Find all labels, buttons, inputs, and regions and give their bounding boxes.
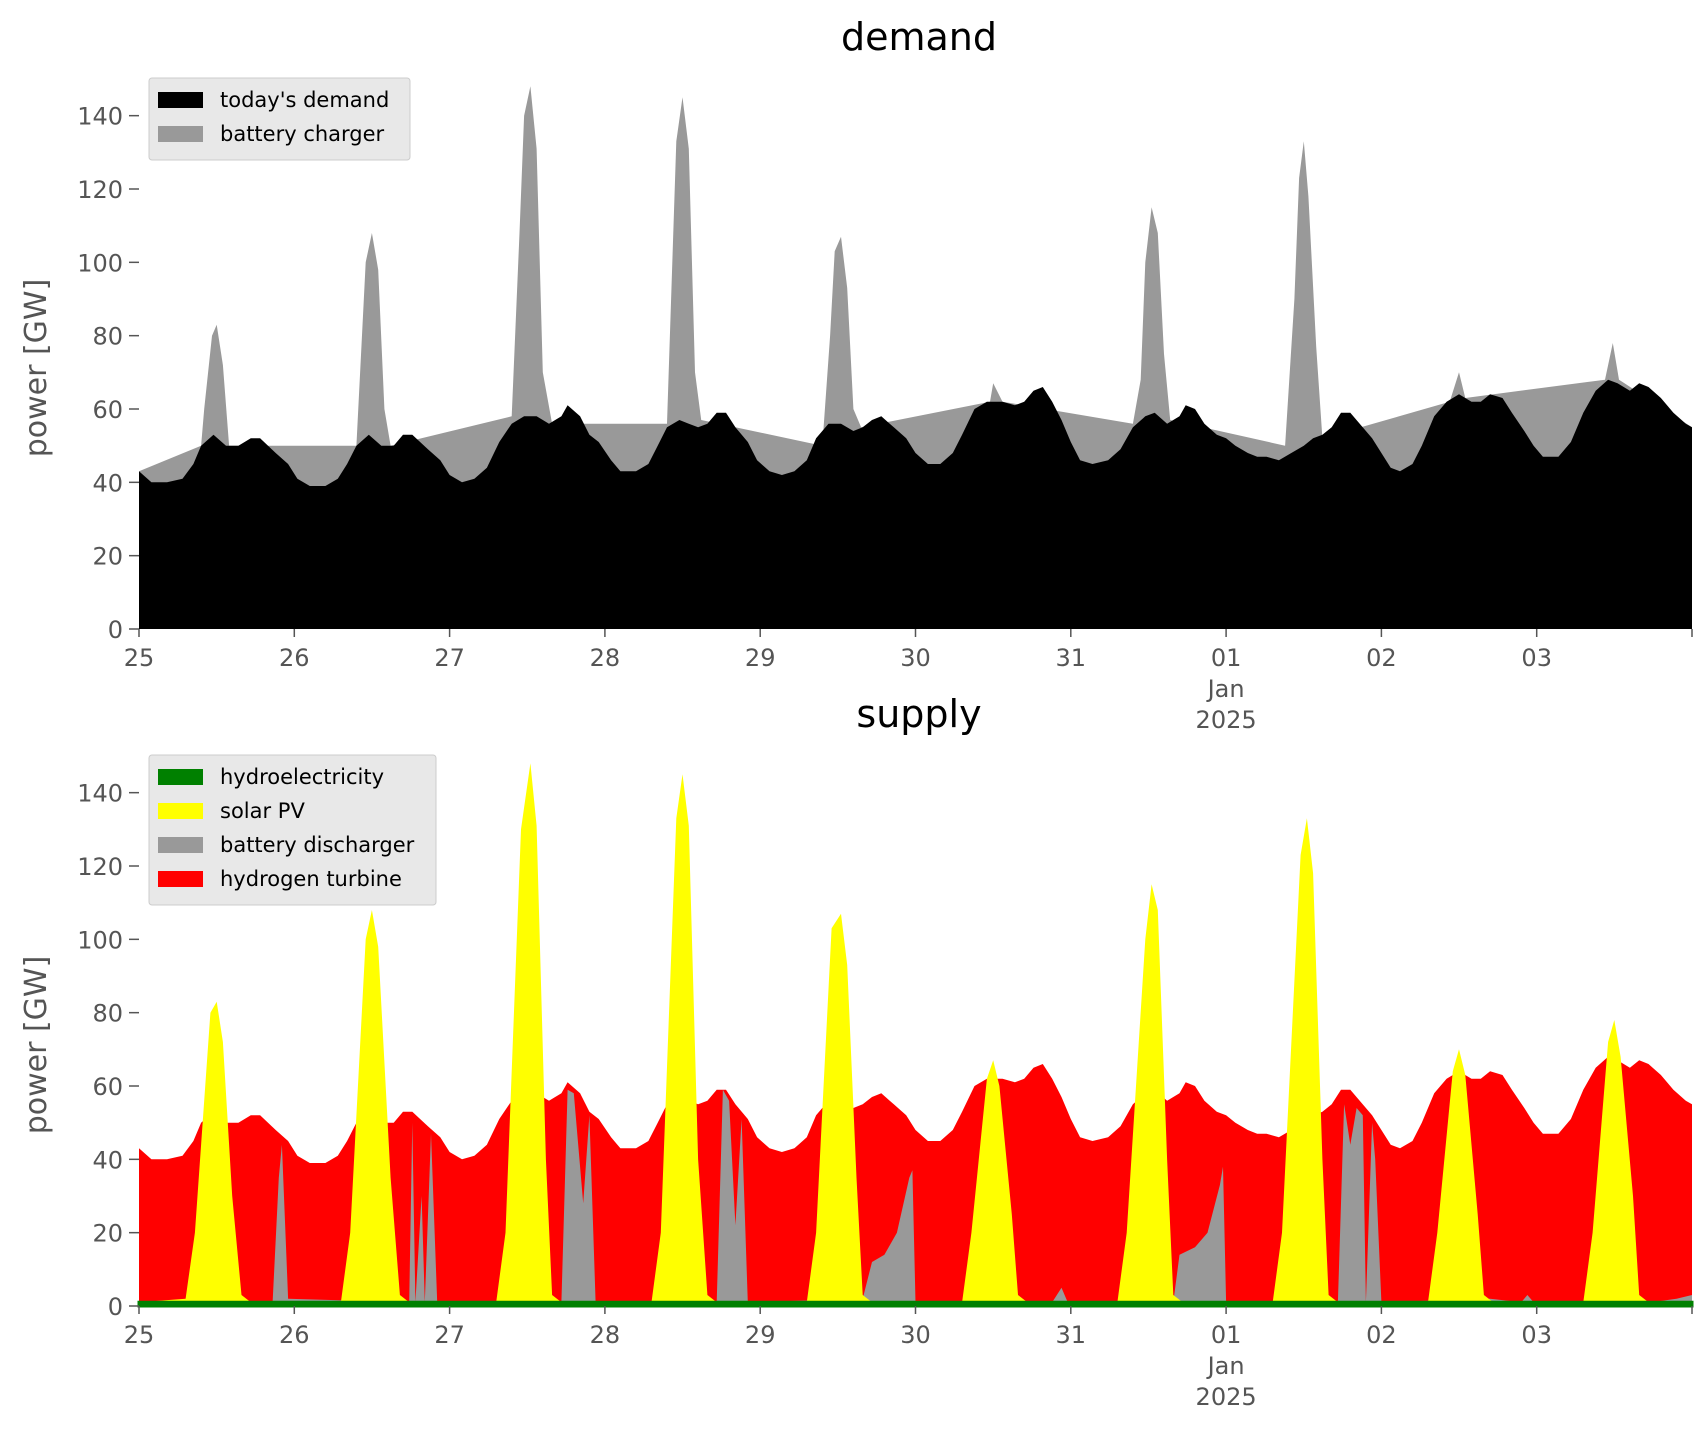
supply-series-layer — [137, 763, 1694, 1308]
demand-legend-box — [148, 77, 411, 161]
demand-legend-swatch-today-s-demand — [158, 92, 203, 108]
demand-ytick-label: 100 — [77, 249, 123, 277]
supply-xtick-label: 30 — [900, 1321, 931, 1349]
demand-xtick-label: 01 — [1211, 644, 1242, 672]
demand-legend-swatch-battery-charger — [158, 126, 203, 142]
demand-legend-label-today-s-demand: today's demand — [220, 88, 389, 112]
demand-xtick-label: 25 — [124, 644, 155, 672]
supply-series-hydroelectricity — [137, 1300, 1694, 1308]
supply-legend-label-solar-pv: solar PV — [220, 799, 305, 823]
supply-ytick-label: 20 — [92, 1220, 123, 1248]
supply-legend-label-battery-discharger: battery discharger — [220, 833, 415, 857]
supply-xtick-label: 03 — [1521, 1321, 1552, 1349]
supply-legend-swatch-solar-pv — [158, 803, 203, 819]
supply-series-solar-pv — [139, 763, 1692, 1306]
demand-xtick-label: 29 — [745, 644, 776, 672]
demand-xtick-label: 26 — [279, 644, 310, 672]
demand-ytick-label: 80 — [92, 323, 123, 351]
supply-legend-swatch-hydroelectricity — [158, 769, 203, 785]
demand-legend-label-battery-charger: battery charger — [220, 122, 385, 146]
demand-title: demand — [841, 15, 997, 59]
supply-ytick-label: 60 — [92, 1073, 123, 1101]
demand-y-axis-label: power [GW] — [19, 279, 54, 458]
demand-xtick-sublabel: Jan — [1206, 675, 1245, 703]
demand-series-today-s-demand — [139, 379, 1692, 629]
supply-ytick-label: 140 — [77, 780, 123, 808]
demand-xtick-label: 30 — [900, 644, 931, 672]
supply-xtick-label: 25 — [124, 1321, 155, 1349]
demand-ytick-label: 60 — [92, 396, 123, 424]
demand-xtick-label: 03 — [1521, 644, 1552, 672]
supply-legend-box — [148, 754, 437, 906]
demand-axes: 0 20 40 60 80 100 120 140 25 26 27 28 29 30 31 01 02 03 Ja… — [77, 103, 1693, 734]
supply-xtick-label: 31 — [1056, 1321, 1087, 1349]
demand-ytick-label: 40 — [92, 469, 123, 497]
supply-xtick-label: 01 — [1211, 1321, 1242, 1349]
demand-xtick-label: 28 — [590, 644, 621, 672]
demand-ytick-label: 140 — [77, 103, 123, 131]
supply-xtick-sublabel: 2025 — [1196, 1383, 1257, 1411]
supply-xtick-label: 28 — [590, 1321, 621, 1349]
supply-title: supply — [856, 692, 981, 736]
supply-ytick-label: 0 — [108, 1293, 123, 1321]
supply-xtick-label: 26 — [279, 1321, 310, 1349]
demand-xtick-sublabel: 2025 — [1196, 706, 1257, 734]
supply-legend-label-hydroelectricity: hydroelectricity — [220, 765, 384, 789]
demand-ytick-label: 0 — [108, 616, 123, 644]
supply-xtick-label: 27 — [434, 1321, 465, 1349]
supply-y-axis-label: power [GW] — [19, 956, 54, 1135]
demand-xtick-label: 02 — [1366, 644, 1397, 672]
supply-ytick-label: 80 — [92, 1000, 123, 1028]
supply-xtick-sublabel: Jan — [1206, 1352, 1245, 1380]
supply-ytick-label: 100 — [77, 926, 123, 954]
demand-xtick-label: 27 — [434, 644, 465, 672]
supply-legend-swatch-battery-discharger — [158, 837, 203, 853]
demand-series-layer — [139, 86, 1692, 630]
supply-axes: 0 20 40 60 80 100 120 140 25 26 27 28 29 30 31 01 02 03 Ja… — [77, 780, 1693, 1411]
supply-ytick-label: 120 — [77, 853, 123, 881]
supply-legend-label-hydrogen-turbine: hydrogen turbine — [220, 867, 402, 891]
supply-xtick-label: 29 — [745, 1321, 776, 1349]
supply-legend-swatch-hydrogen-turbine — [158, 871, 203, 887]
demand-ytick-label: 20 — [92, 543, 123, 571]
supply-xtick-label: 02 — [1366, 1321, 1397, 1349]
demand-legend: today's demand battery charger — [148, 77, 411, 161]
supply-legend: hydroelectricity solar PV battery discharg… — [148, 754, 437, 906]
demand-xtick-label: 31 — [1056, 644, 1087, 672]
supply-ytick-label: 40 — [92, 1146, 123, 1174]
demand-ytick-label: 120 — [77, 176, 123, 204]
